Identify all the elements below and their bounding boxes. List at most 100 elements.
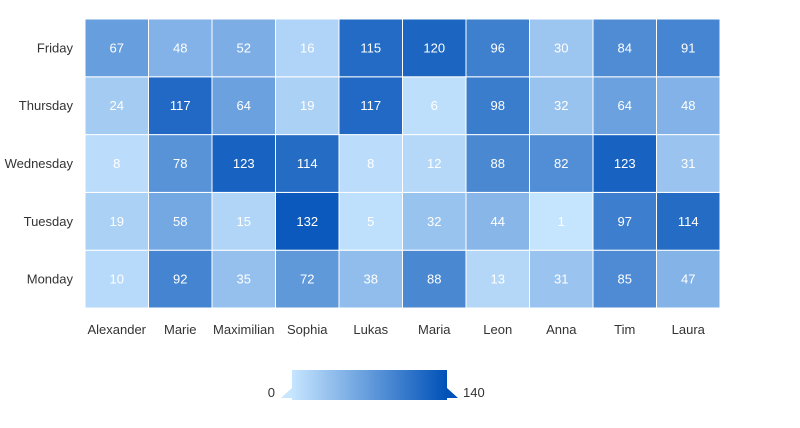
cell-value-label: 52 [237,40,251,55]
cell-value-label: 8 [113,156,120,171]
heatmap-cell[interactable] [211,191,276,251]
y-axis-label: Monday [27,272,74,287]
heatmap-cell[interactable] [338,134,403,193]
heatmap-cell[interactable] [465,191,530,251]
cell-value-label: 123 [614,156,636,171]
cell-value-label: 117 [170,98,191,113]
cell-value-label: 64 [237,98,251,113]
heatmap-cell[interactable] [148,191,213,251]
cell-value-label: 38 [364,272,378,287]
heatmap-cell[interactable] [529,134,594,193]
cell-value-label: 31 [681,156,695,171]
cell-value-label: 32 [554,98,568,113]
legend-max-label: 140 [463,385,485,400]
x-axis-label: Maria [418,322,451,337]
cell-value-label: 96 [491,40,505,55]
legend-min-label: 0 [268,385,275,400]
heatmap-cell[interactable] [338,18,403,78]
cell-value-label: 32 [427,214,441,229]
heatmap-cell[interactable] [275,76,340,136]
cell-value-label: 91 [681,40,695,55]
heatmap-cell[interactable] [529,191,594,251]
cell-value-label: 19 [110,214,124,229]
cell-value-label: 30 [554,40,568,55]
heatmap-cell[interactable] [211,134,276,193]
y-axis-label: Thursday [19,98,74,113]
heatmap-cell[interactable] [402,76,467,136]
cell-value-label: 132 [296,214,318,229]
heatmap-cell[interactable] [592,249,657,309]
cell-value-label: 88 [491,156,505,171]
cell-value-label: 72 [300,272,314,287]
y-axis-label: Tuesday [24,214,74,229]
heatmap-cell[interactable] [148,18,213,78]
legend-min-handle[interactable] [281,388,292,398]
heatmap-cell[interactable] [84,18,149,78]
cell-value-label: 58 [173,214,187,229]
x-axis-label: Leon [483,322,512,337]
cell-value-label: 35 [237,272,251,287]
heatmap-cell[interactable] [211,18,276,78]
cell-value-label: 115 [360,40,381,55]
cell-value-label: 19 [300,98,314,113]
heatmap-cell[interactable] [402,18,467,78]
x-axis-labels: Alexander Marie Maximilian Sophia Lukas Maria… [87,322,705,337]
heatmap-cell[interactable] [656,18,721,78]
cell-value-label: 67 [110,40,124,55]
cell-value-label: 6 [431,98,438,113]
cell-value-label: 85 [618,272,632,287]
cell-value-label: 16 [300,40,314,55]
cell-value-label: 24 [110,98,124,113]
cell-value-label: 1 [558,214,565,229]
heatmap-cell[interactable] [656,76,721,136]
cell-value-label: 78 [173,156,187,171]
cell-value-label: 15 [237,214,251,229]
heatmap-cell[interactable] [465,18,530,78]
heatmap-cell[interactable] [656,191,721,251]
heatmap-cell[interactable] [592,18,657,78]
cell-value-label: 82 [554,156,568,171]
heatmap-cell[interactable] [402,191,467,251]
cell-value-label: 5 [367,214,374,229]
cell-value-label: 12 [427,156,441,171]
x-axis-label: Alexander [87,322,146,337]
heatmap-cell[interactable] [529,18,594,78]
heatmap-cell[interactable] [656,249,721,309]
heatmap-cell[interactable] [465,249,530,309]
color-legend: 0 140 [268,370,485,400]
cell-value-label: 97 [618,214,632,229]
heatmap-cell[interactable] [148,249,213,309]
cell-value-label: 44 [491,214,505,229]
cell-value-label: 47 [681,272,695,287]
cell-value-label: 114 [678,214,699,229]
x-axis-label: Laura [672,322,706,337]
x-axis-label: Sophia [287,322,328,337]
heatmap-cell[interactable] [529,249,594,309]
cell-value-label: 88 [427,272,441,287]
y-axis-label: Wednesday [5,156,74,171]
heatmap-cell[interactable] [338,76,403,136]
heatmap-cell[interactable] [338,249,403,309]
x-axis-label: Lukas [353,322,388,337]
heatmap-cell[interactable] [84,249,149,309]
cell-value-label: 84 [618,40,632,55]
cell-value-label: 10 [110,272,124,287]
cell-value-label: 48 [681,98,695,113]
legend-gradient-bar [292,370,447,400]
x-axis-label: Maximilian [213,322,274,337]
cell-value-label: 98 [491,98,505,113]
heatmap-cell[interactable] [592,134,657,193]
heatmap-cell[interactable] [402,249,467,309]
x-axis-label: Marie [164,322,197,337]
heatmap-cell[interactable] [84,134,149,193]
cell-value-label: 117 [360,98,381,113]
x-axis-label: Tim [614,322,635,337]
legend-max-handle[interactable] [447,388,458,398]
cell-value-label: 120 [423,40,445,55]
heatmap-cell[interactable] [529,76,594,136]
heatmap-cell[interactable] [656,134,721,193]
heatmap-cell[interactable] [465,134,530,193]
heatmap-cell[interactable] [592,191,657,251]
